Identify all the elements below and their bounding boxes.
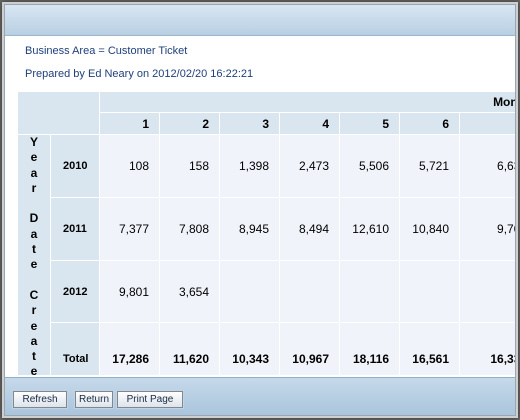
total-row: Total 17,286 11,620 10,343 10,967 18,116 16,56… — [18, 322, 515, 375]
row-group-title-letter: a — [30, 165, 38, 180]
row-group-title-letter: t — [32, 242, 36, 257]
report-window: Business Area = Customer Ticket Prepared… — [4, 4, 516, 416]
return-button[interactable]: Return — [74, 390, 114, 409]
table-row: 20117,3777,8088,9458,49412,61010,8409,70… — [18, 196, 515, 261]
data-cell: 9,801 — [99, 259, 160, 324]
data-cell: 7,377 — [99, 196, 160, 261]
column-header-6: 6 — [399, 112, 460, 135]
total-cell: 16,561 — [399, 322, 460, 375]
column-header-row: 1234567 — [18, 112, 515, 135]
row-group-title-letter: r — [31, 303, 37, 318]
column-header-5: 5 — [339, 112, 400, 135]
row-group-header: YearDateCreated — [17, 133, 51, 375]
data-cell: 8,945 — [219, 196, 280, 261]
row-group-title-letter: e — [30, 150, 38, 165]
row-header-year-2012: 2012 — [50, 259, 100, 324]
data-cell: 1,398 — [219, 134, 280, 198]
data-cell: 12,610 — [339, 196, 400, 261]
row-group-title-letter: t — [32, 349, 36, 364]
data-cell: 2,473 — [279, 134, 340, 198]
total-cell: 11,620 — [159, 322, 220, 375]
table-row: YearDateCreated 20101081581,3982,4735,50… — [17, 133, 515, 375]
data-cell — [219, 259, 280, 324]
row-group-title-letter: a — [30, 333, 38, 348]
data-cell — [279, 259, 340, 324]
data-cell: 158 — [159, 134, 220, 198]
column-header-1: 1 — [99, 112, 160, 135]
total-row-label: Total — [50, 322, 100, 375]
data-cell: 3,654 — [159, 259, 220, 324]
total-cell: 10,343 — [219, 322, 280, 375]
data-cell: 6,630 — [458, 134, 515, 198]
row-group-title-letter — [18, 196, 50, 211]
row-header-year-2011: 2011 — [50, 196, 100, 261]
row-group-title-letter: e — [30, 318, 38, 333]
row-group-title-letter: C — [29, 287, 39, 302]
row-header-year-2010: 2010 — [50, 134, 100, 198]
total-cell: 17,286 — [99, 322, 160, 375]
column-header-3: 3 — [219, 112, 280, 135]
total-cell: 10,967 — [279, 322, 340, 375]
total-cell: 18,116 — [339, 322, 400, 375]
corner-cell — [17, 91, 100, 135]
data-cell: 9,709 — [458, 196, 515, 261]
column-header-7: 7 — [458, 112, 515, 135]
row-group-title-letter — [18, 273, 50, 288]
data-cell — [339, 259, 400, 324]
prepared-by-label: Prepared by Ed Neary on 2012/02/20 16:22… — [25, 68, 254, 80]
row-group-title-letter: r — [31, 180, 37, 195]
title-bar — [5, 5, 515, 36]
row-group-title-letter: a — [30, 226, 38, 241]
data-cell: 10,840 — [399, 196, 460, 261]
column-header-4: 4 — [279, 112, 340, 135]
data-cell: 7,808 — [159, 196, 220, 261]
data-cell — [458, 259, 515, 324]
button-bar: Refresh Return Print Page — [5, 377, 515, 415]
data-cell: 108 — [99, 134, 160, 198]
data-cell: 8,494 — [279, 196, 340, 261]
refresh-button[interactable]: Refresh — [12, 390, 68, 409]
table-row: 2012 9,801 3,654 — [18, 259, 515, 324]
data-cell: 5,721 — [399, 134, 460, 198]
row-group-title-letter: e — [30, 257, 38, 272]
data-cell — [399, 259, 460, 324]
row-group-title-letter: e — [30, 364, 38, 375]
business-area-label: Business Area = Customer Ticket — [25, 45, 188, 57]
print-page-button[interactable]: Print Page — [116, 390, 184, 409]
total-cell: 16,339 — [458, 322, 515, 375]
column-header-2: 2 — [159, 112, 220, 135]
row-group-title-letter: Y — [29, 135, 38, 149]
row-group-title-letter: D — [29, 211, 39, 226]
data-cell: 5,506 — [339, 134, 400, 198]
